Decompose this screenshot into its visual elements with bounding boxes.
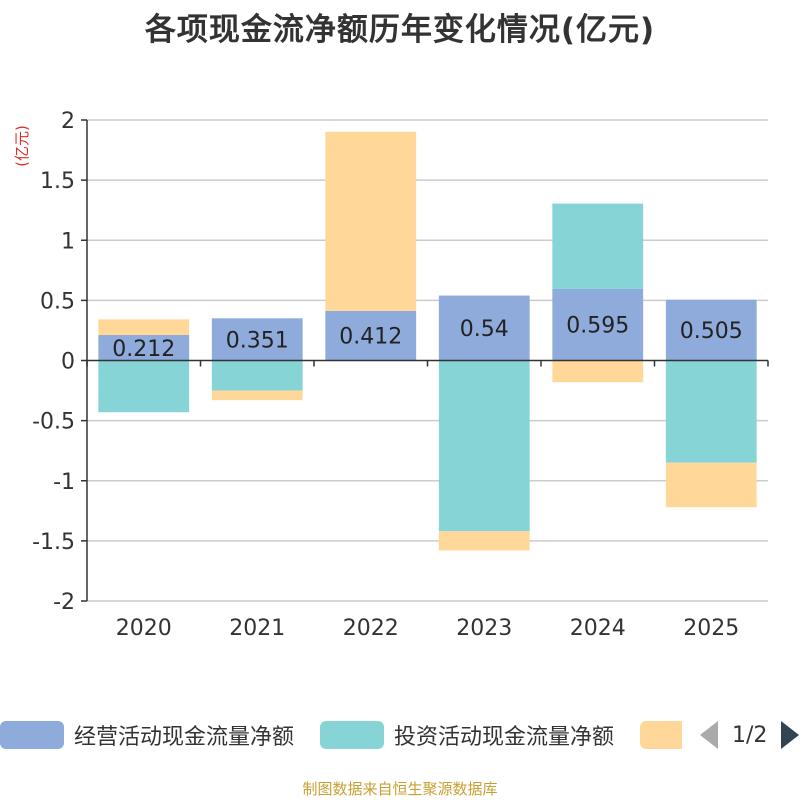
bar-series1-2020[interactable] — [98, 360, 190, 413]
legend-swatch-investing — [320, 721, 384, 749]
y-axis-label: (亿元) — [13, 125, 31, 167]
chart-title: 各项现金流净额历年变化情况(亿元) — [144, 12, 656, 48]
x-tick-label: 2020 — [116, 616, 172, 641]
y-tick-label: 0 — [61, 350, 75, 375]
bar-series1-2024[interactable] — [552, 203, 644, 289]
grid-lines — [87, 119, 768, 602]
y-tick-label: 0.5 — [40, 289, 75, 314]
y-tick-label: 2 — [61, 109, 75, 134]
pager-indicator: 1/2 — [732, 722, 768, 748]
data-source-note: 制图数据来自恒生聚源数据库 — [302, 780, 498, 798]
data-label: 0.505 — [680, 319, 743, 344]
y-tick-label: -1.5 — [32, 530, 75, 555]
y-tick-label: 1.5 — [40, 169, 75, 194]
x-tick-label: 2023 — [456, 616, 512, 641]
data-labels: 0.212 0.351 0.412 0.54 0.595 0.505 — [112, 314, 742, 362]
legend-label-operating: 经营活动现金流量净额 — [74, 725, 295, 750]
x-tick-label: 2024 — [570, 616, 626, 641]
bar-series2-2023[interactable] — [438, 531, 530, 551]
data-label: 0.212 — [112, 337, 175, 362]
bar-series1-2021[interactable] — [211, 360, 303, 391]
y-tick-label: -1 — [53, 470, 75, 495]
x-tick-label: 2025 — [683, 616, 739, 641]
bar-series0-2020[interactable] — [98, 335, 190, 361]
legend-item-operating[interactable]: 经营活动现金流量净额 — [0, 716, 294, 754]
y-tick-label: 1 — [61, 229, 75, 254]
data-label: 0.351 — [226, 328, 289, 353]
bar-series1-2023[interactable] — [438, 360, 530, 532]
data-label: 0.412 — [339, 325, 402, 350]
bar-series0-2024[interactable] — [552, 288, 644, 361]
legend-label-investing: 投资活动现金流量净额 — [394, 725, 615, 750]
y-tick-label: -0.5 — [32, 410, 75, 435]
legend-swatch-operating — [0, 721, 64, 749]
bar-series2-2024[interactable] — [552, 360, 644, 383]
bar-series0-2022[interactable] — [325, 310, 417, 361]
bar-series1-2025[interactable] — [665, 360, 757, 463]
bar-series2-2022[interactable] — [325, 131, 417, 311]
data-label: 0.54 — [460, 317, 509, 342]
bar-series2-2025[interactable] — [665, 462, 757, 508]
bar-series0-2021[interactable] — [211, 318, 303, 361]
legend-item-financing[interactable] — [640, 716, 682, 754]
legend-pager: 1/2 — [700, 716, 800, 754]
x-tick-label: 2022 — [343, 616, 399, 641]
y-tick-label: -2 — [53, 590, 75, 615]
legend-swatch-financing — [640, 721, 682, 749]
bar-series2-2020[interactable] — [98, 319, 190, 336]
bar-series0-2025[interactable] — [665, 299, 757, 361]
data-label: 0.595 — [566, 314, 629, 339]
bar-series2-2021[interactable] — [211, 390, 303, 401]
x-tick-label: 2021 — [229, 616, 285, 641]
axis-layer: 2 1.5 1 0.5 0 -0.5 -1 -1.5 -2 2020 2021 2022 2023 202… — [32, 109, 769, 641]
legend-item-investing[interactable]: 投资活动现金流量净额 — [320, 716, 614, 754]
chart-legend: 经营活动现金流量净额 投资活动现金流量净额 — [0, 716, 800, 754]
pager-next-icon[interactable] — [781, 721, 800, 749]
bar-series0-2023[interactable] — [438, 295, 530, 361]
pager-prev-icon[interactable] — [700, 721, 718, 749]
bar-layer — [98, 131, 757, 551]
